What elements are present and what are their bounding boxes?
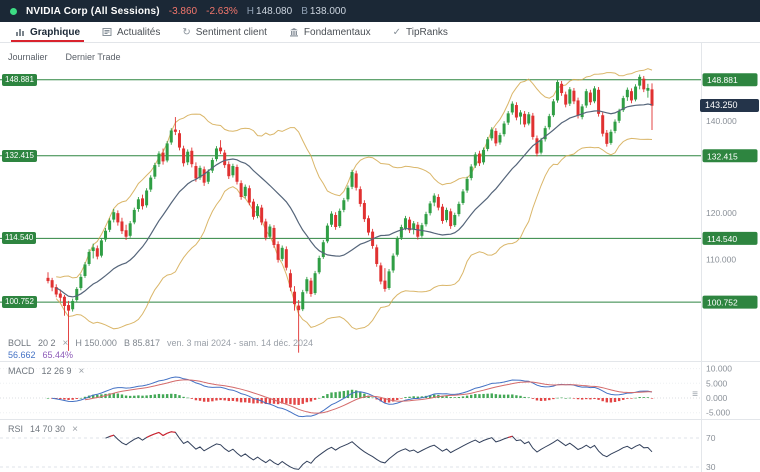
macd-params[interactable]: 12 26 9 (41, 366, 72, 376)
sentiment-icon: ↻ (182, 26, 191, 38)
timeframe-select[interactable]: Journalier (8, 52, 48, 62)
chart-tabs: Graphique Actualités ↻ Sentiment client … (0, 22, 760, 43)
svg-text:5.000: 5.000 (706, 378, 728, 388)
svg-text:120.000: 120.000 (706, 208, 737, 218)
svg-text:-5.000: -5.000 (706, 408, 730, 418)
quote-bar: NVIDIA Corp (All Sessions) -3.860 -2.63%… (0, 0, 760, 22)
visible-low-stat: B 85.817 (123, 338, 160, 348)
instrument-status-dot (10, 7, 17, 15)
rsi-indicator-name: RSI (8, 424, 24, 434)
instrument-name: NVIDIA Corp (All Sessions) (26, 5, 160, 17)
svg-text:140.000: 140.000 (706, 116, 737, 126)
day-high: H 148.080 (246, 5, 293, 17)
tab-label: Graphique (30, 26, 81, 38)
tab-sentiment-client[interactable]: ↻ Sentiment client (171, 22, 278, 42)
chart-toolbar: Journalier Dernier Trade (8, 52, 121, 62)
tab-label: Actualités (117, 26, 161, 38)
svg-text:30: 30 (706, 462, 716, 472)
boll-value-1: 56.662 (8, 350, 36, 360)
boll-params[interactable]: 20 2 (38, 338, 56, 348)
chart-area: 140.000120.000110.000100.000148.881132.4… (0, 43, 760, 472)
tab-actualites[interactable]: Actualités (91, 22, 171, 42)
macd-indicator-name: MACD (8, 366, 35, 376)
close-icon[interactable]: × (72, 423, 78, 435)
tab-label: Fondamentaux (303, 26, 371, 38)
macd-legend: MACD 12 26 9 × (8, 366, 84, 376)
svg-text:10.000: 10.000 (706, 364, 732, 374)
price-change: -3.860 (168, 5, 198, 17)
tab-label: TipRanks (406, 26, 448, 38)
boll-indicator-name: BOLL (8, 338, 32, 348)
svg-text:110.000: 110.000 (706, 254, 736, 264)
boll-value-2: 65.44% (42, 350, 74, 360)
svg-text:148.881: 148.881 (707, 75, 738, 85)
trade-mode-select[interactable]: Dernier Trade (65, 52, 121, 62)
level-flag[interactable]: 100.752 (2, 296, 37, 309)
boll-values-row: 56.662 65.44% (8, 350, 73, 360)
visible-high-stat: H 150.000 (75, 338, 117, 348)
tab-fondamentaux[interactable]: Fondamentaux (278, 22, 382, 42)
date-range: ven. 3 mai 2024 - sam. 14 déc. 2024 (166, 338, 314, 348)
fundamentals-icon (289, 27, 299, 37)
svg-text:114.540: 114.540 (707, 234, 737, 244)
tipranks-icon: ✓ (392, 26, 402, 38)
level-flag[interactable]: 132.415 (2, 149, 37, 162)
rsi-legend: RSI 14 70 30 × (8, 424, 78, 434)
news-icon (102, 27, 112, 37)
rsi-params[interactable]: 14 70 30 (30, 424, 66, 434)
chart-icon (15, 27, 25, 37)
close-icon[interactable]: × (78, 365, 85, 377)
price-change-pct: -2.63% (206, 5, 238, 17)
tab-tipranks[interactable]: ✓ TipRanks (382, 22, 459, 42)
level-flag[interactable]: 114.540 (2, 232, 37, 245)
last-price-badge: 143.250 (700, 99, 759, 113)
tab-label: Sentiment client (195, 26, 267, 38)
level-flag[interactable]: 148.881 (2, 73, 37, 86)
panel-settings-icon[interactable]: ≡ (692, 389, 698, 400)
boll-legend: BOLL 20 2 × H 150.000 B 85.817 ven. 3 ma… (8, 338, 313, 348)
day-low: B 138.000 (301, 5, 347, 17)
tab-graphique[interactable]: Graphique (4, 22, 91, 42)
close-icon[interactable]: × (62, 337, 69, 349)
svg-text:100.752: 100.752 (707, 298, 738, 308)
svg-text:0.000: 0.000 (706, 393, 728, 403)
svg-text:132.415: 132.415 (707, 151, 738, 161)
chart-canvas[interactable]: 140.000120.000110.000100.000148.881132.4… (0, 43, 760, 472)
svg-text:70: 70 (706, 433, 716, 443)
